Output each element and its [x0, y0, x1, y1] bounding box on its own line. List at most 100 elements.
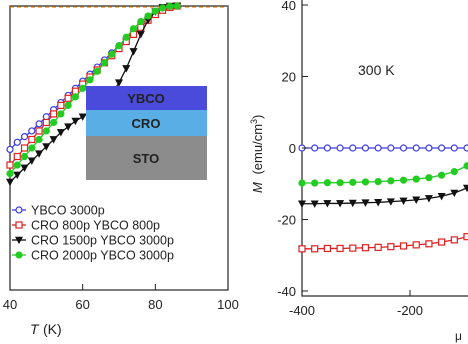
data-point [298, 179, 306, 187]
data-point [159, 4, 167, 12]
data-point [129, 48, 138, 56]
data-point [64, 101, 72, 110]
data-point [450, 189, 459, 198]
data-point [20, 152, 29, 161]
data-point [49, 110, 58, 118]
legend-item-cro-2000p-ybco-3000p: CRO 2000p YBCO 3000p [12, 249, 174, 263]
data-point [35, 127, 43, 135]
data-point [13, 161, 21, 169]
legend-swatch-marker [15, 206, 23, 214]
legend-item-cro-1500p-ybco-3000p: CRO 1500p YBCO 3000p [12, 234, 174, 248]
legend-swatch-marker [15, 251, 23, 259]
data-point [361, 199, 370, 207]
data-point [57, 110, 65, 118]
right-series-ybco-3000p [298, 144, 468, 152]
layer-label-cro: CRO [132, 116, 161, 131]
layer-label-sto: STO [133, 151, 160, 166]
data-point [108, 50, 116, 58]
data-point [64, 94, 72, 102]
data-point [399, 144, 408, 152]
legend-label: CRO 800p YBCO 800p [31, 219, 160, 233]
right-x-tick-label: -200 [397, 303, 423, 318]
legend-item-cro-800p-ybco-800p: CRO 800p YBCO 800p [12, 219, 160, 233]
layer-stack-inset: YBCO CRO STO [86, 86, 207, 180]
data-point [78, 113, 87, 121]
data-point [151, 7, 159, 15]
data-point [323, 179, 331, 187]
temperature-annotation: 300 K [358, 62, 395, 78]
data-point [122, 65, 131, 73]
data-point [463, 144, 468, 152]
data-point [336, 144, 344, 152]
layer-label-ybco: YBCO [127, 91, 165, 106]
right-series-cro-2000p-ybco-3000p [298, 162, 468, 187]
legend-label: YBCO 3000p [31, 204, 105, 218]
data-point [336, 244, 344, 253]
data-point [20, 164, 29, 173]
data-point [374, 243, 382, 251]
right-x-tick-label: -400 [289, 303, 315, 318]
data-point [311, 179, 319, 187]
data-point [27, 157, 36, 165]
right-series-cro-800p-ybco-800p [298, 233, 468, 253]
data-point [57, 101, 65, 110]
data-point [20, 133, 29, 141]
data-point [425, 174, 433, 182]
data-point [387, 177, 395, 185]
data-point [348, 199, 357, 208]
data-point [462, 184, 468, 193]
data-point [136, 31, 145, 39]
data-point [374, 199, 383, 207]
right-series-cro-1500p-ybco-3000p [297, 184, 468, 208]
data-point [122, 33, 130, 41]
data-point [336, 179, 344, 187]
right-x-ticks: -400 -200 [289, 290, 423, 318]
data-point [13, 138, 21, 146]
data-point [399, 176, 408, 184]
data-point [387, 243, 395, 251]
data-point [412, 144, 420, 152]
right-curves [297, 144, 468, 253]
data-point [463, 233, 468, 241]
data-point [450, 236, 458, 244]
data-point [386, 198, 395, 206]
data-point [42, 118, 50, 127]
data-point [425, 240, 433, 248]
data-point [412, 196, 421, 204]
data-point [437, 192, 446, 201]
data-point [5, 178, 15, 187]
right-y-tick-label: -40 [277, 284, 296, 299]
data-point [349, 144, 357, 152]
data-point [424, 195, 433, 203]
right-y-axis-unit: (emu/cm [250, 124, 265, 175]
data-point [56, 129, 65, 137]
right-y-axis-symbol: M [250, 182, 265, 193]
data-point [323, 144, 331, 152]
data-point [144, 12, 152, 20]
legend-swatch-marker [15, 221, 23, 229]
data-point [6, 145, 14, 154]
left-x-tick-label: 80 [148, 297, 162, 312]
data-point [71, 93, 80, 101]
data-point [323, 200, 332, 208]
data-point [137, 18, 145, 26]
data-point [35, 120, 43, 128]
data-point [79, 84, 87, 92]
data-point [71, 117, 80, 126]
data-point [399, 197, 408, 206]
data-point [49, 118, 58, 127]
data-point [100, 59, 109, 67]
legend-swatch-marker [14, 236, 24, 245]
data-point [361, 178, 370, 186]
data-point [42, 127, 50, 135]
right-y-axis-label: M (emu/cm3) [249, 115, 265, 193]
left-x-axis-label: T [30, 321, 40, 337]
data-point [93, 67, 101, 75]
data-point [323, 244, 331, 253]
layer-ybco [86, 86, 207, 110]
data-point [297, 200, 307, 208]
data-point [35, 135, 43, 144]
right-y-tick-label: -20 [277, 213, 296, 228]
